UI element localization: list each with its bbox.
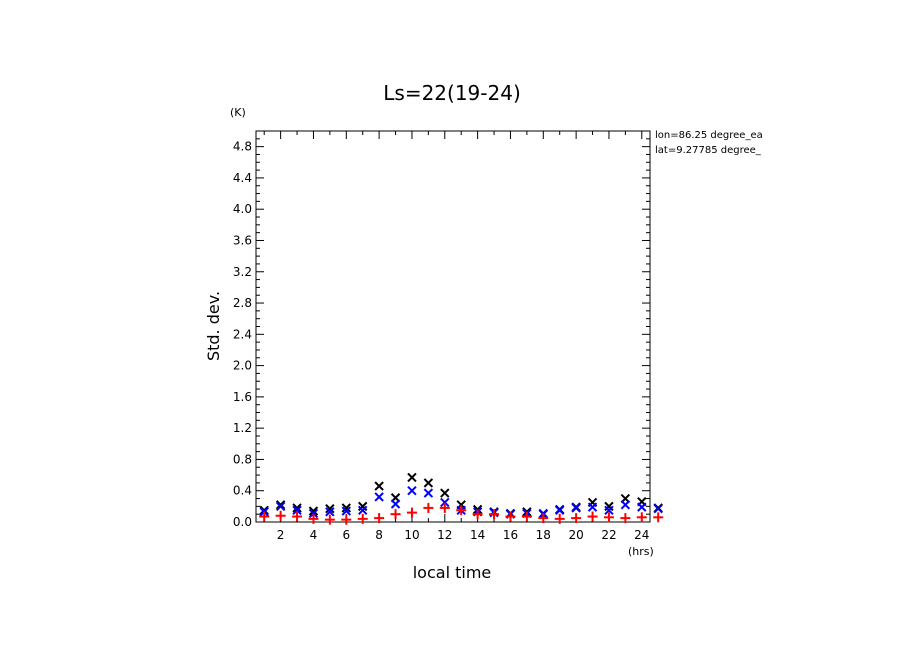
x-tick-label: 14 <box>470 528 485 542</box>
data-point <box>653 512 664 523</box>
data-point <box>555 505 565 515</box>
data-point <box>308 513 319 524</box>
y-tick-label: 4.0 <box>233 202 252 216</box>
data-point <box>489 509 500 520</box>
x-tick-label: 4 <box>310 528 318 542</box>
data-point <box>406 507 417 518</box>
x-unit-label: (hrs) <box>628 545 654 558</box>
y-tick-label: 1.6 <box>233 390 252 404</box>
data-point <box>259 505 269 515</box>
x-tick-label: 10 <box>404 528 419 542</box>
y-tick-label: 4.4 <box>233 171 252 185</box>
data-point <box>275 510 286 521</box>
x-tick-label: 6 <box>342 528 350 542</box>
chart-title: Ls=22(19-24) <box>383 81 521 105</box>
data-point <box>325 507 335 517</box>
data-point <box>571 513 582 524</box>
x-tick-label: 22 <box>601 528 616 542</box>
data-point <box>407 472 417 483</box>
data-point <box>341 514 352 525</box>
data-point <box>620 513 631 524</box>
x-axis-label: local time <box>413 563 492 582</box>
data-point <box>292 505 302 515</box>
tick-labels: 2 4 6 8 10 12 14 16 18 20 22 240.00.40.81.21.62.02.… <box>233 140 650 542</box>
data-point <box>440 488 450 498</box>
x-tick-label: 8 <box>375 528 383 542</box>
data-point <box>374 513 385 524</box>
y-tick-label: 4.8 <box>233 140 252 154</box>
data-point <box>374 492 384 502</box>
y-tick-label: 1.2 <box>233 421 252 435</box>
data-point <box>324 514 335 525</box>
x-tick-label: 24 <box>634 528 649 542</box>
annotation-lat: lat=9.27785 degree_ <box>655 145 762 156</box>
x-tick-label: 20 <box>568 528 583 542</box>
data-point <box>604 505 614 515</box>
data-point <box>325 503 335 514</box>
x-tick-label: 2 <box>277 528 285 542</box>
axis-ticks <box>256 131 650 523</box>
data-point <box>637 502 647 512</box>
y-tick-label: 0.8 <box>233 452 252 466</box>
data-point <box>472 509 483 520</box>
data-point <box>259 511 270 522</box>
data-point <box>341 503 351 513</box>
data-point <box>292 511 303 522</box>
y-tick-label: 2.4 <box>233 327 252 341</box>
plot-frame <box>255 130 651 523</box>
data-point <box>390 509 401 520</box>
data-point <box>440 497 450 508</box>
data-point <box>358 505 368 515</box>
data-point <box>456 505 467 516</box>
data-point <box>341 506 351 516</box>
data-point <box>620 500 631 510</box>
data-point <box>521 511 532 522</box>
data-point <box>554 513 565 524</box>
data-point <box>636 512 647 523</box>
y-tick-label: 0.0 <box>233 515 252 529</box>
data-point <box>603 512 614 523</box>
y-tick-label: 3.2 <box>233 265 252 279</box>
data-point <box>292 503 302 513</box>
data-point <box>357 513 368 524</box>
y-tick-label: 2.8 <box>233 296 252 310</box>
data-point <box>390 499 401 509</box>
data-point <box>308 506 319 516</box>
y-tick-label: 2.0 <box>233 359 252 373</box>
data-point <box>423 478 434 488</box>
y-tick-label: 3.6 <box>233 233 252 247</box>
annotation-lon: lon=86.25 degree_ea <box>655 130 763 141</box>
data-point <box>423 502 434 513</box>
y-unit-label: (K) <box>230 106 246 119</box>
data-point <box>275 500 286 510</box>
data-point <box>653 503 663 514</box>
data-point <box>604 501 614 512</box>
data-point <box>505 511 516 522</box>
data-point <box>407 486 417 496</box>
data-point <box>374 481 384 491</box>
data-point <box>587 502 598 512</box>
data-point <box>538 513 549 524</box>
y-tick-label: 0.4 <box>233 484 252 498</box>
data-point <box>275 501 286 512</box>
data-point <box>423 488 434 498</box>
data-point <box>439 502 450 513</box>
x-tick-label: 12 <box>437 528 452 542</box>
data-point <box>308 508 319 519</box>
x-tick-label: 16 <box>503 528 518 542</box>
x-tick-label: 18 <box>536 528 551 542</box>
data-point <box>358 501 368 512</box>
y-axis-label: Std. dev. <box>204 291 223 361</box>
data-points <box>259 472 664 525</box>
data-point <box>587 511 598 522</box>
data-point <box>571 503 581 513</box>
